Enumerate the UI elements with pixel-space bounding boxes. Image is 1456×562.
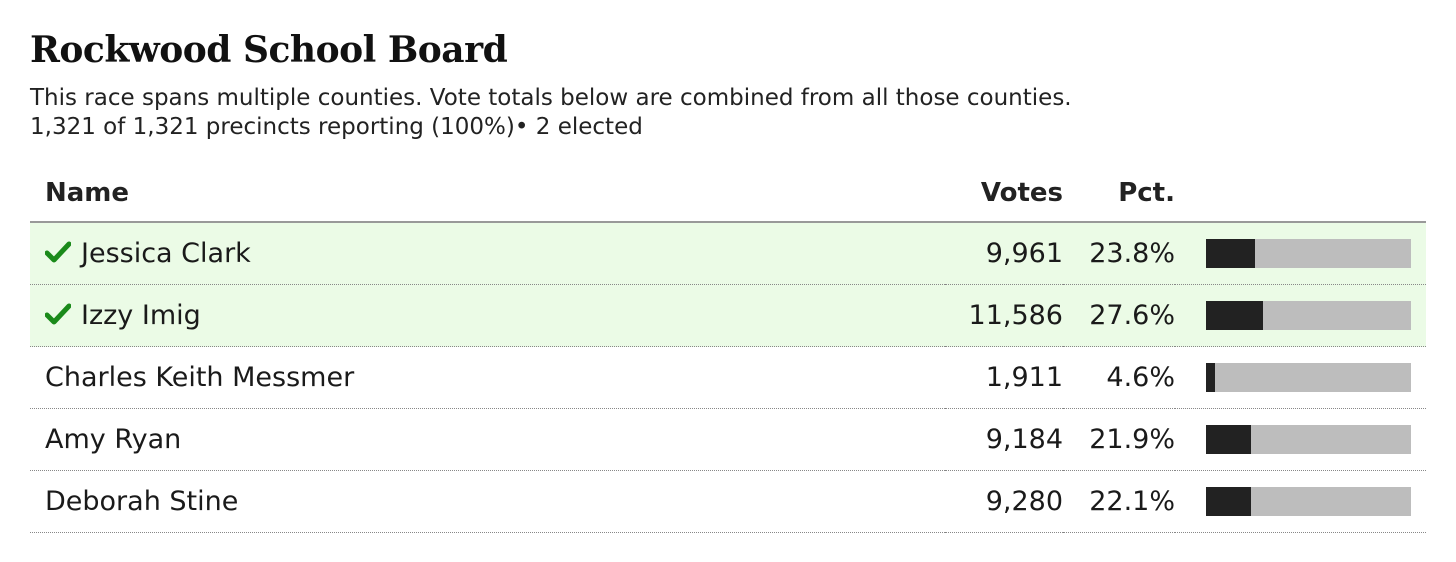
candidate-bar-cell	[1175, 346, 1426, 409]
race-note: This race spans multiple counties. Vote …	[30, 85, 1072, 111]
candidate-row: Amy Ryan 9,184 21.9%	[30, 408, 1426, 471]
candidate-name-cell: Izzy Imig	[30, 284, 945, 347]
candidate-name: Izzy Imig	[81, 300, 201, 331]
candidate-bar-cell	[1175, 284, 1426, 347]
vote-share-fill	[1206, 425, 1251, 454]
candidate-pct: 4.6%	[1063, 346, 1175, 409]
candidate-bar-cell	[1175, 470, 1426, 533]
precincts-reporting: 1,321 of 1,321 precincts reporting (100%…	[30, 114, 643, 140]
vote-share-bar	[1206, 425, 1411, 454]
header-votes: Votes	[945, 165, 1063, 223]
candidate-votes: 9,280	[945, 470, 1063, 533]
results-body: Jessica Clark 9,961 23.8% Izzy Imig 11,586 27…	[30, 222, 1426, 533]
candidate-pct: 27.6%	[1063, 284, 1175, 347]
candidate-name-cell: Deborah Stine	[30, 470, 945, 533]
check-icon	[45, 303, 71, 325]
candidate-name: Jessica Clark	[81, 238, 251, 269]
candidate-name-cell: Jessica Clark	[30, 222, 945, 285]
header-name: Name	[30, 165, 945, 223]
candidate-name: Charles Keith Messmer	[45, 362, 355, 393]
vote-share-bar	[1206, 239, 1411, 268]
candidate-votes: 11,586	[945, 284, 1063, 347]
results-header-row: Name Votes Pct.	[30, 165, 1426, 223]
candidate-name: Deborah Stine	[45, 486, 239, 517]
candidate-pct: 22.1%	[1063, 470, 1175, 533]
candidate-name-cell: Charles Keith Messmer	[30, 346, 945, 409]
candidate-name: Amy Ryan	[45, 424, 182, 455]
candidate-votes: 9,961	[945, 222, 1063, 285]
check-icon	[45, 241, 71, 263]
candidate-row: Jessica Clark 9,961 23.8%	[30, 222, 1426, 285]
results-table: Name Votes Pct. Jessica Clark 9,961 23.8% I…	[30, 165, 1426, 533]
race-results: Rockwood School Board This race spans mu…	[30, 28, 1426, 533]
candidate-pct: 21.9%	[1063, 408, 1175, 471]
vote-share-fill	[1206, 487, 1252, 516]
candidate-bar-cell	[1175, 408, 1426, 471]
header-pct: Pct.	[1063, 165, 1175, 223]
vote-share-bar	[1206, 301, 1411, 330]
vote-share-fill	[1206, 239, 1255, 268]
header-bar	[1175, 165, 1426, 223]
vote-share-bar	[1206, 487, 1411, 516]
candidate-pct: 23.8%	[1063, 222, 1175, 285]
candidate-bar-cell	[1175, 222, 1426, 285]
candidate-row: Izzy Imig 11,586 27.6%	[30, 284, 1426, 347]
race-title: Rockwood School Board	[30, 29, 508, 71]
candidate-row: Deborah Stine 9,280 22.1%	[30, 470, 1426, 533]
candidate-votes: 1,911	[945, 346, 1063, 409]
vote-share-bar	[1206, 363, 1411, 392]
candidate-votes: 9,184	[945, 408, 1063, 471]
vote-share-fill	[1206, 363, 1216, 392]
vote-share-fill	[1206, 301, 1263, 330]
candidate-name-cell: Amy Ryan	[30, 408, 945, 471]
candidate-row: Charles Keith Messmer 1,911 4.6%	[30, 346, 1426, 409]
